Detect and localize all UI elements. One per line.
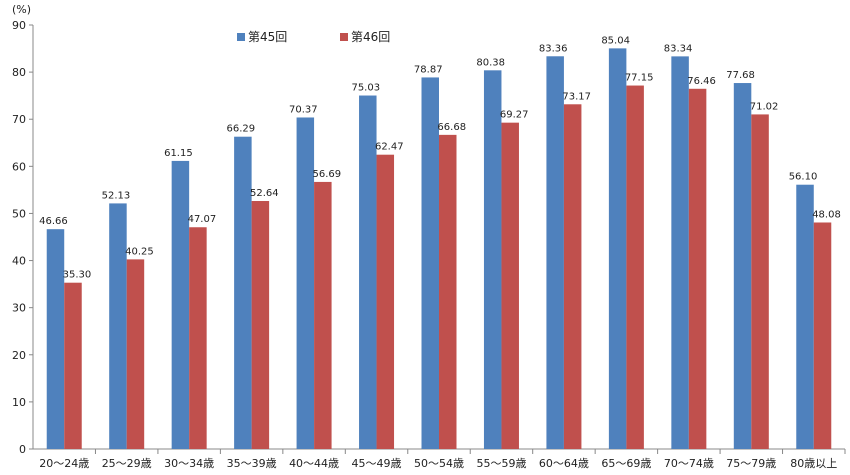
data-label: 35.30 — [63, 270, 92, 281]
data-label: 46.66 — [39, 216, 68, 227]
data-label: 76.46 — [687, 76, 716, 87]
bar-series1 — [296, 117, 315, 449]
x-tick-label: 40～44歳 — [289, 457, 339, 470]
data-labels: 46.66 35.30 52.13 40.25 61.15 47.07 66.29 52.64… — [39, 35, 841, 280]
bar-series1 — [109, 203, 127, 449]
bars — [46, 48, 832, 450]
x-tick-label: 80歳以上 — [790, 457, 837, 470]
legend-swatch — [340, 33, 348, 41]
data-label: 70.37 — [289, 104, 318, 115]
data-label: 66.68 — [437, 122, 466, 133]
data-label: 73.17 — [562, 91, 591, 102]
y-tick-label: 80 — [12, 66, 26, 79]
data-label: 78.87 — [414, 64, 443, 75]
y-tick-label: 40 — [12, 255, 26, 268]
data-label: 56.69 — [313, 169, 342, 180]
bar-series1 — [46, 229, 65, 449]
y-tick-label: 10 — [12, 396, 26, 409]
bar-series2 — [626, 85, 644, 449]
bar-series1 — [234, 136, 252, 449]
y-axis-label: (%) — [12, 3, 31, 16]
x-tick-label: 55～59歳 — [476, 457, 526, 470]
bar-series2 — [314, 181, 332, 449]
legend-swatch — [237, 33, 245, 41]
axes: 0 10 20 30 40 50 60 70 80 90 (%) 20～24歳 25～29歳 30～34歳… — [12, 3, 846, 470]
bar-series2 — [126, 259, 145, 449]
legend: 第45回 第46回 — [237, 30, 390, 44]
x-tick-label: 50～54歳 — [414, 457, 464, 470]
data-label: 40.25 — [125, 246, 154, 257]
x-tick-label: 20～24歳 — [39, 457, 89, 470]
x-tick-label: 35～39歳 — [227, 457, 277, 470]
data-label: 56.10 — [789, 172, 818, 183]
data-label: 69.27 — [500, 110, 529, 121]
y-tick-label: 90 — [12, 19, 26, 32]
data-label: 47.07 — [188, 214, 217, 225]
bar-series2 — [189, 227, 207, 449]
x-tick-label: 60～64歳 — [539, 457, 589, 470]
bar-series2 — [439, 134, 457, 450]
bar-series1 — [608, 48, 627, 449]
bar-series1 — [546, 56, 564, 450]
data-label: 62.47 — [375, 142, 404, 153]
bar-series1 — [671, 56, 689, 449]
data-label: 77.15 — [625, 73, 654, 84]
bar-series2 — [751, 114, 769, 450]
bar-series2 — [376, 154, 395, 449]
legend-label: 第46回 — [351, 30, 390, 44]
bar-series1 — [421, 77, 439, 450]
y-tick-label: 30 — [12, 302, 26, 315]
x-tick-label: 30～34歳 — [164, 457, 214, 470]
bar-series2 — [251, 201, 270, 449]
data-label: 80.38 — [476, 57, 505, 68]
y-tick-label: 20 — [12, 349, 26, 362]
data-label: 83.34 — [664, 43, 693, 54]
x-tick-label: 75～79歳 — [726, 457, 776, 470]
x-tick-label: 45～49歳 — [352, 457, 402, 470]
data-label: 66.29 — [227, 124, 256, 135]
data-label: 85.04 — [601, 35, 630, 46]
bar-series2 — [501, 122, 519, 450]
bar-series1 — [483, 70, 502, 449]
data-label: 75.03 — [351, 83, 380, 94]
x-tick-label: 25～29歳 — [102, 457, 152, 470]
y-tick-label: 60 — [12, 160, 26, 173]
data-label: 83.36 — [539, 43, 568, 54]
data-label: 52.64 — [250, 188, 279, 199]
x-tick-label: 70～74歳 — [664, 457, 714, 470]
data-label: 71.02 — [750, 101, 779, 112]
bar-series1 — [359, 95, 377, 449]
x-tick-label: 65～69歳 — [601, 457, 651, 470]
y-tick-label: 70 — [12, 113, 26, 126]
data-label: 77.68 — [726, 70, 755, 81]
data-label: 48.08 — [812, 209, 841, 220]
bar-series2 — [563, 104, 582, 450]
bar-series1 — [733, 83, 752, 449]
bar-series2 — [64, 282, 82, 449]
bar-series2 — [688, 88, 707, 449]
bar-series1 — [796, 184, 814, 449]
data-label: 52.13 — [102, 190, 131, 201]
y-tick-label: 50 — [12, 207, 26, 220]
bar-series1 — [171, 160, 190, 449]
bar-series2 — [813, 222, 832, 449]
y-tick-label: 0 — [19, 443, 26, 456]
legend-label: 第45回 — [248, 30, 287, 44]
data-label: 61.15 — [164, 148, 193, 159]
